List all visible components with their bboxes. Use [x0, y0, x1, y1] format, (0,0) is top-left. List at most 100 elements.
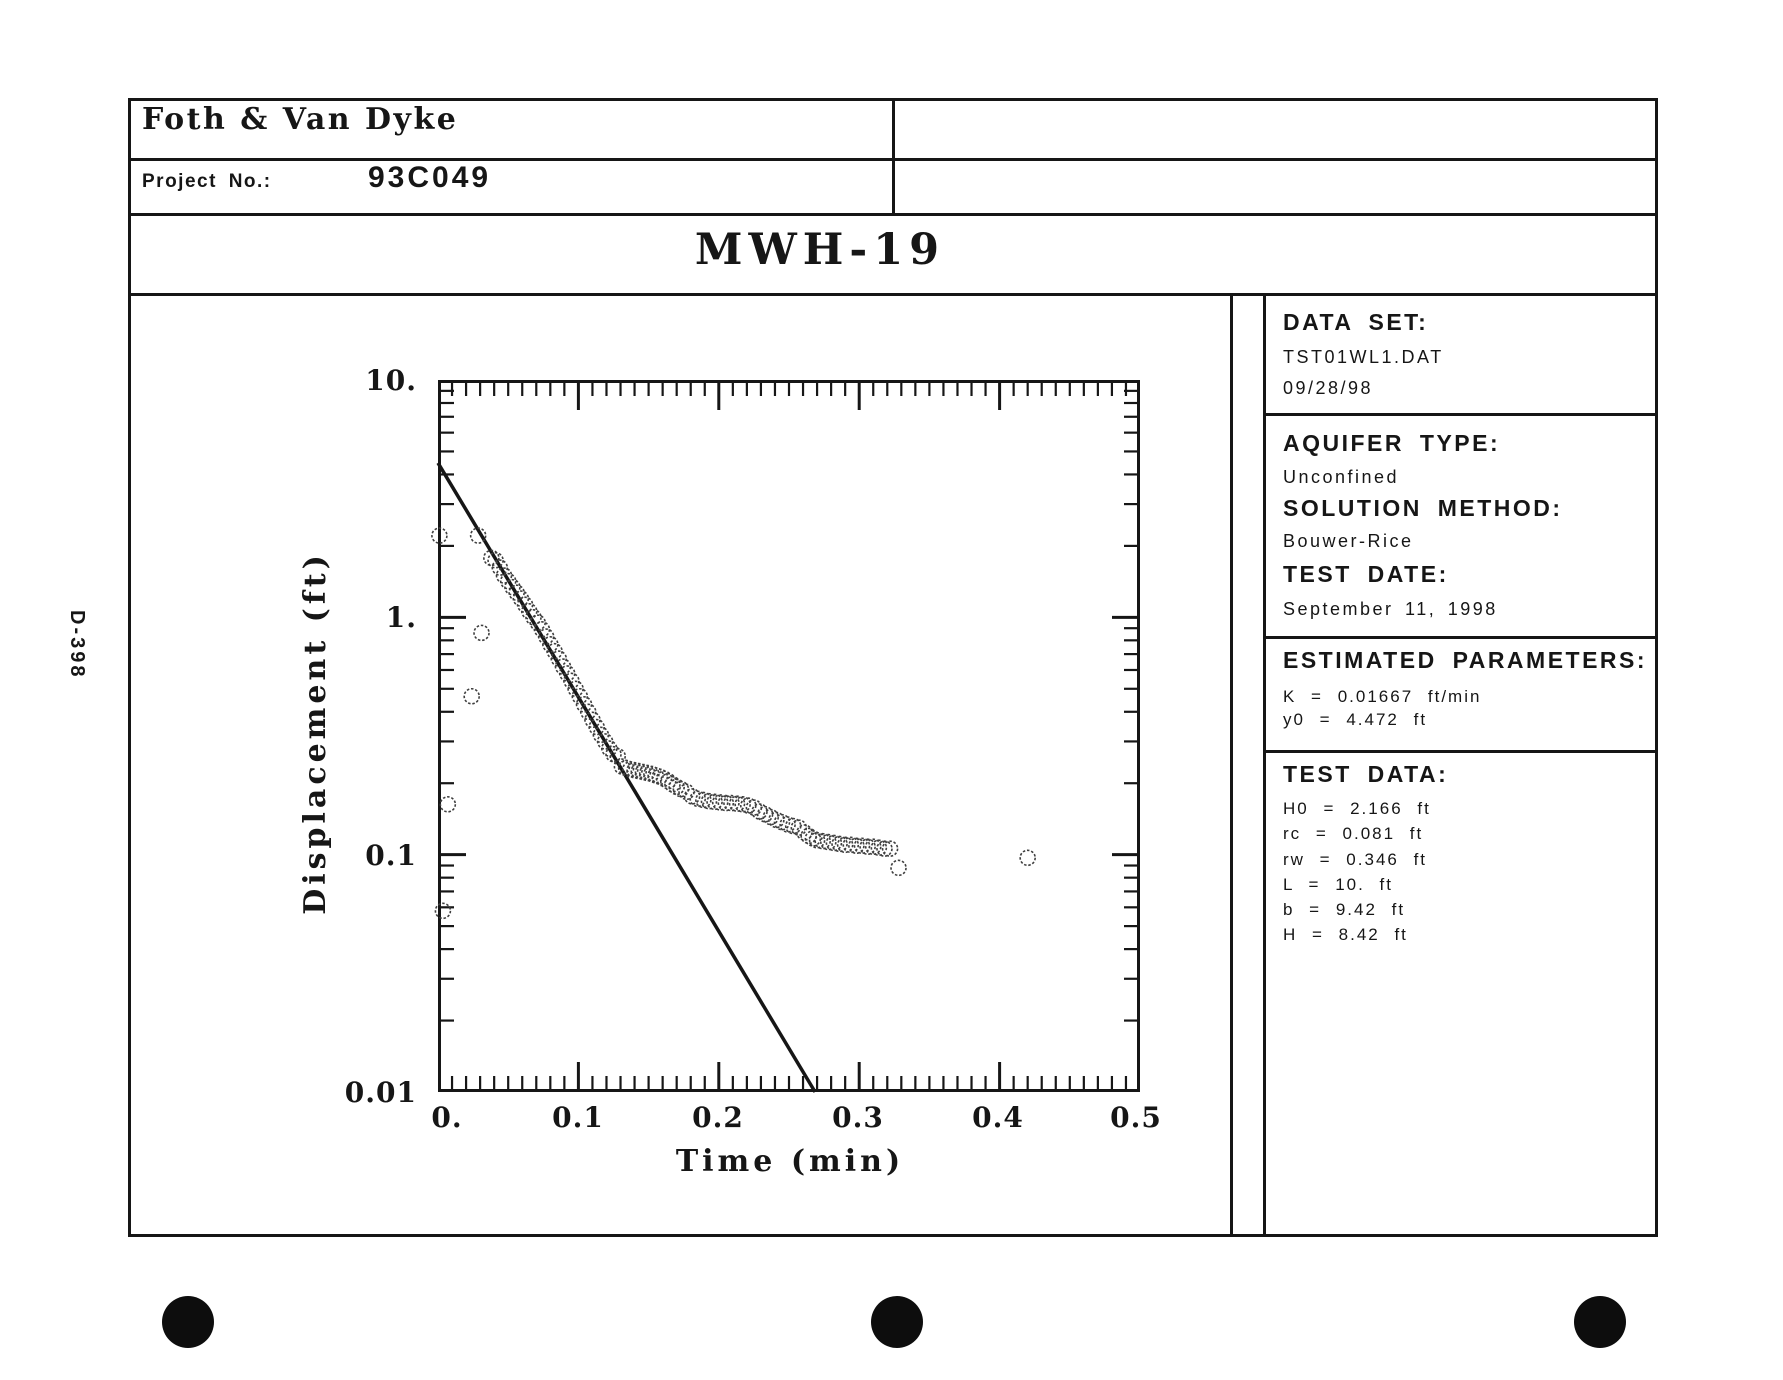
outer-frame-bottom: [128, 1234, 1658, 1237]
outer-frame-right: [1655, 98, 1658, 1237]
scatter-point: [804, 830, 822, 847]
data-set-file: TST01WL1.DAT: [1283, 347, 1444, 367]
scatter-point: [463, 687, 480, 705]
scatter-point: [859, 838, 876, 856]
scatter-point: [554, 658, 572, 675]
y-tick-label-1: 1.: [385, 601, 417, 634]
scatter-point: [689, 790, 707, 808]
test-date-value: September 11, 1998: [1283, 599, 1498, 619]
scatter-point: [495, 567, 513, 584]
scatter-point: [890, 859, 907, 877]
x-tick-label-0p2: 0.2: [692, 1101, 744, 1134]
scatter-point: [881, 840, 899, 857]
x-tick-label-0p4: 0.4: [972, 1101, 1024, 1134]
data-set-heading: DATA SET:: [1283, 309, 1429, 335]
data-set-date: 09/28/98: [1283, 378, 1374, 398]
scatter-point: [596, 733, 614, 750]
parameter-y0: y0 = 4.472 ft: [1283, 710, 1428, 729]
punch-hole-left: [162, 1296, 214, 1348]
panel-section-divider-3: [1263, 750, 1658, 753]
x-tick-label-0p5: 0.5: [1110, 1101, 1162, 1134]
estimated-parameters-heading: ESTIMATED PARAMETERS:: [1283, 647, 1648, 673]
test-date-heading: TEST DATE:: [1283, 561, 1449, 587]
scatter-point: [516, 596, 534, 614]
scatter-point: [483, 549, 500, 567]
header-vertical-divider: [892, 98, 895, 216]
scatter-point: [717, 794, 735, 812]
scatter-point: [864, 838, 882, 856]
scatter-point: [647, 766, 664, 784]
scatter-point: [1019, 849, 1036, 867]
scatter-point: [820, 833, 837, 851]
scatter-point: [563, 672, 580, 690]
scatter-point: [790, 819, 808, 836]
y-axis-title: Displacement (ft): [298, 551, 333, 915]
scatter-point: [655, 770, 673, 787]
scatter-point: [567, 680, 584, 698]
plot-border: [438, 380, 1140, 1092]
scatter-point: [668, 778, 685, 796]
test-data-b: b = 9.42 ft: [1283, 900, 1406, 919]
project-number-value: 93C049: [368, 161, 492, 194]
title-row-divider: [128, 293, 1658, 296]
aquifer-type-value: Unconfined: [1283, 467, 1400, 487]
scatter-point: [853, 837, 871, 855]
test-data-heading: TEST DATA:: [1283, 761, 1449, 787]
test-data-h: H = 8.42 ft: [1283, 925, 1408, 944]
scatter-point: [728, 795, 746, 812]
panel-vertical-divider: [1230, 293, 1233, 1237]
scatter-point: [605, 745, 622, 763]
scatter-point: [546, 642, 563, 660]
scatter-point: [575, 696, 593, 713]
scatter-point: [537, 628, 555, 645]
scatter-point: [617, 759, 635, 777]
scatter-point: [609, 747, 627, 765]
plot-area: [431, 380, 1140, 1093]
scatter-point: [664, 775, 681, 793]
scatter-point: [626, 761, 643, 779]
y-tick-label-0p01: 0.01: [344, 1076, 417, 1109]
x-tick-label-0p3: 0.3: [832, 1101, 884, 1134]
solution-method-value: Bouwer-Rice: [1283, 531, 1414, 551]
test-data-l: L = 10. ft: [1283, 875, 1393, 894]
panel-section-divider-2: [1263, 636, 1658, 639]
scatter-point: [622, 760, 639, 778]
scatter-point: [630, 762, 648, 780]
scatter-point: [762, 808, 780, 826]
scatter-point: [434, 902, 452, 920]
scatter-point: [487, 551, 504, 569]
test-data-rc: rc = 0.081 ft: [1283, 824, 1424, 843]
punch-hole-right: [1574, 1296, 1626, 1348]
scatter-point: [711, 794, 729, 811]
panel-box-left-edge: [1263, 293, 1266, 1237]
company-name: Foth & Van Dyke: [142, 102, 459, 137]
scatter-point: [814, 832, 831, 850]
test-data-rw: rw = 0.346 ft: [1283, 850, 1428, 869]
scatter-point: [683, 788, 701, 805]
scatter-point: [659, 772, 677, 790]
scatter-point: [584, 711, 601, 729]
scatter-point: [723, 794, 740, 812]
scatter-point: [800, 827, 817, 845]
panel-section-divider-1: [1263, 413, 1658, 416]
scatter-point: [796, 824, 813, 841]
scatter-point: [638, 764, 656, 782]
project-number-label: Project No.:: [142, 171, 272, 192]
y-tick-label-0p1: 0.1: [365, 839, 417, 872]
scatter-point: [439, 796, 457, 813]
scatter-point: [643, 765, 660, 783]
test-data-h0: H0 = 2.166 ft: [1283, 799, 1431, 818]
scatter-point: [848, 837, 865, 855]
punch-hole-center: [871, 1296, 923, 1348]
scatter-point: [579, 703, 597, 721]
scatter-point: [588, 718, 605, 736]
scatter-point: [533, 621, 551, 638]
fit-line: [436, 462, 817, 1093]
scatter-point: [734, 796, 751, 813]
scatter-point: [876, 840, 893, 857]
scatter-point: [825, 834, 843, 852]
scatter-point: [779, 816, 796, 833]
y-tick-label-10: 10.: [365, 364, 417, 397]
x-tick-label-0p1: 0.1: [552, 1101, 604, 1134]
scatter-point: [773, 813, 791, 831]
